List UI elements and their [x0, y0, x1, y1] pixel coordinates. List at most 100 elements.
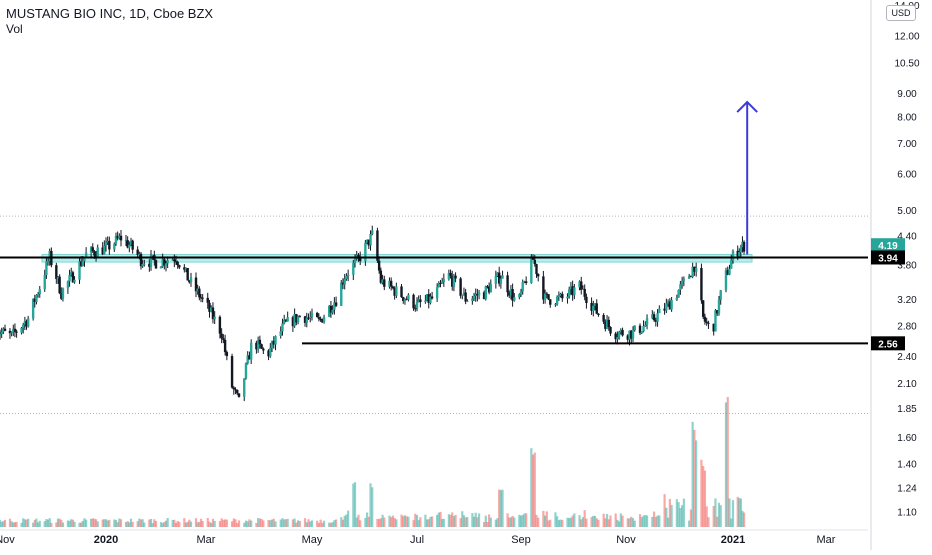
candle-body: [295, 314, 298, 323]
volume-bar: [159, 522, 163, 527]
candle-body: [71, 272, 75, 283]
candle-body: [96, 247, 99, 258]
candle-body: [736, 250, 739, 257]
candle-body: [303, 316, 307, 323]
volume-bar: [303, 518, 307, 527]
candle-body: [668, 301, 672, 310]
candle-body: [136, 249, 139, 255]
candle-body: [282, 319, 286, 324]
candle-body: [258, 339, 262, 345]
candle-body: [476, 293, 479, 296]
volume-bar: [43, 521, 46, 527]
candle-body: [128, 244, 131, 248]
candle-body: [48, 250, 51, 262]
price-tick-label: 3.20: [897, 295, 917, 306]
volume-bar: [728, 498, 731, 527]
candle-body: [68, 274, 71, 282]
volume-bar: [15, 521, 18, 527]
candle-body: [255, 342, 258, 350]
candle-body: [691, 266, 694, 277]
volume-bar: [547, 520, 550, 527]
volume-bar: [365, 512, 369, 527]
volume-bar: [714, 498, 717, 527]
volume-bar: [513, 517, 516, 527]
volume-bar: [94, 519, 98, 527]
volume-bar: [566, 517, 569, 527]
volume-bar: [8, 518, 12, 527]
time-tick-label: Jul: [410, 534, 424, 546]
volume-bar: [334, 519, 338, 527]
candle-body: [680, 280, 684, 285]
volume-bar: [631, 518, 635, 527]
volume-bar: [369, 483, 372, 527]
candle-body: [22, 324, 25, 328]
candle-body: [506, 275, 509, 293]
price-tag: [871, 250, 905, 265]
volume-bar: [525, 513, 528, 527]
candle-body: [509, 289, 513, 296]
volume-bar: [474, 512, 477, 527]
candle-body: [12, 328, 15, 333]
candle-body: [60, 293, 63, 299]
candle-body: [451, 275, 454, 287]
volume-bar: [35, 518, 38, 527]
volume-bar: [20, 522, 23, 527]
candle-body: [402, 297, 405, 301]
candle-body: [567, 289, 571, 297]
volume-bar: [454, 514, 457, 527]
candle-body: [439, 282, 442, 284]
volume-bar: [246, 521, 249, 527]
candle-body: [371, 230, 374, 235]
volume-bar: [305, 522, 308, 527]
candle-body: [474, 293, 477, 297]
candle-body: [174, 261, 178, 263]
volume-bar: [703, 470, 707, 527]
volume-bar: [218, 521, 222, 527]
candle-body: [161, 259, 164, 267]
volume-indicator-label[interactable]: Vol: [6, 22, 23, 36]
candle-body: [524, 281, 528, 283]
candle-body: [91, 247, 94, 252]
volume-bar: [581, 517, 585, 527]
volume-bar: [66, 520, 70, 527]
price-tick-label: 2.80: [897, 321, 917, 332]
volume-bar: [131, 521, 134, 527]
candle-body: [377, 260, 381, 271]
volume-bar: [149, 518, 153, 527]
candle-body: [143, 263, 146, 265]
candle-body: [533, 259, 536, 265]
candle-body: [367, 239, 371, 246]
candle-body: [114, 235, 118, 244]
volume-bar: [347, 510, 350, 527]
candle-body: [166, 260, 169, 264]
volume-bar: [521, 514, 524, 527]
volume-bar: [119, 519, 123, 527]
candle-body: [188, 280, 191, 283]
volume-bar: [498, 489, 501, 527]
candle-body: [296, 316, 300, 323]
candle-body: [269, 347, 272, 357]
volume-bar: [429, 516, 432, 527]
candle-body: [13, 328, 17, 332]
currency-badge[interactable]: USD: [886, 5, 916, 21]
volume-bar: [583, 510, 586, 527]
candle-body: [518, 294, 521, 298]
candle-body: [555, 296, 559, 305]
volume-bar: [595, 518, 598, 527]
candle-body: [159, 266, 163, 269]
candle-body: [640, 331, 643, 334]
volume-bar: [658, 515, 661, 527]
price-tick-label: 2.40: [897, 352, 917, 363]
volume-bar: [113, 519, 116, 527]
volume-bar: [614, 513, 617, 527]
volume-bar: [38, 520, 41, 527]
volume-bar: [267, 520, 270, 527]
candle-body: [738, 252, 741, 257]
time-tick-label: 2021: [721, 534, 745, 546]
volume-bar: [0, 521, 3, 527]
volume-bar: [549, 519, 552, 527]
volume-bar: [364, 517, 367, 527]
candle-body: [103, 245, 106, 255]
